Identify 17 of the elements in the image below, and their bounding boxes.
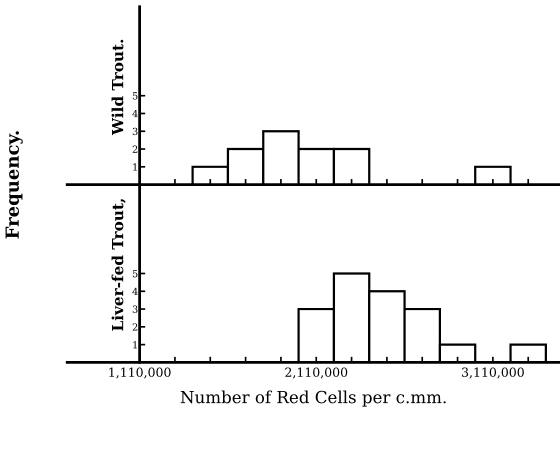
y-tick-label: 5	[132, 270, 138, 278]
y-tick-label: 4	[132, 288, 138, 295]
y-tick-label: 3	[132, 128, 138, 136]
x-axis-title: Number of Red Cells per c.mm.	[180, 390, 446, 407]
y-axis-title: Wild Trout.	[112, 40, 124, 136]
y-tick-label: 2	[132, 323, 138, 331]
x-tick-label: 1,110,000	[109, 367, 171, 378]
x-tick-label: 3,110,000	[462, 367, 524, 378]
y-tick-label: 4	[132, 110, 138, 118]
y-tick-label: 3	[132, 306, 138, 313]
y-axis-title: Liver-fed Trout,	[112, 199, 126, 331]
y-tick-label: 2	[132, 146, 138, 153]
y-tick-label: 5	[132, 92, 138, 100]
y-tick-label: 1	[133, 341, 137, 348]
x-tick-label: 2,110,000	[285, 367, 348, 378]
y-tick-label: 1	[133, 163, 137, 171]
text: Frequency.	[6, 131, 23, 239]
